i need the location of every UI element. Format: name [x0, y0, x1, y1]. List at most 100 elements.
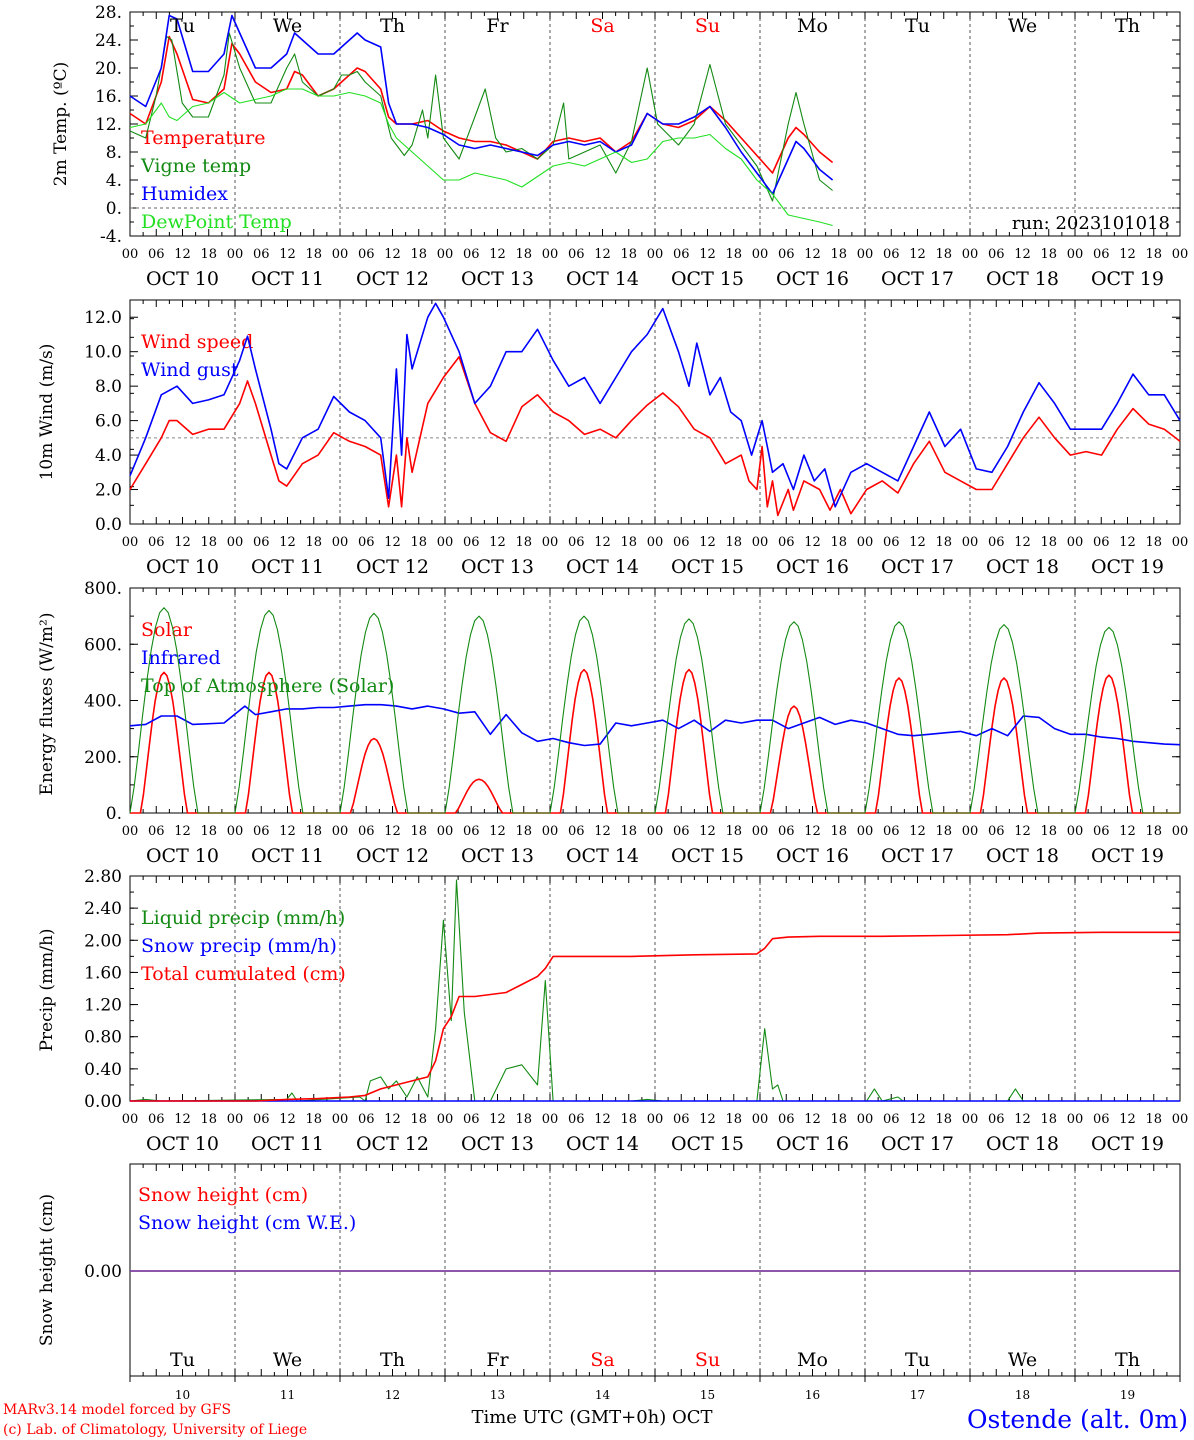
legend-entry: DewPoint Temp — [141, 211, 292, 233]
hour-label: 00 — [647, 535, 664, 550]
hour-label: 12 — [384, 824, 401, 839]
hour-label: 06 — [253, 824, 270, 839]
hour-label: 00 — [1067, 535, 1084, 550]
hour-label: 06 — [253, 1112, 270, 1127]
hour-label: 06 — [568, 535, 585, 550]
hour-label: 18 — [1040, 1112, 1057, 1127]
day-name: Tu — [170, 15, 195, 37]
hour-label: 06 — [1093, 824, 1110, 839]
y-tick-label: 24. — [95, 31, 122, 51]
hour-label: 18 — [410, 1112, 427, 1127]
y-tick-label: 8. — [106, 143, 122, 163]
date-label: OCT 16 — [776, 845, 849, 867]
hour-label: 18 — [830, 824, 847, 839]
y-axis-label: Snow height (cm) — [37, 1194, 57, 1346]
hour-label: 12 — [1119, 1112, 1136, 1127]
hour-label: 18 — [620, 247, 637, 262]
legend-entry: Top of Atmosphere (Solar) — [141, 675, 394, 697]
day-name: Th — [1115, 15, 1140, 37]
hour-label: 18 — [1040, 247, 1057, 262]
hour-label: 12 — [279, 824, 296, 839]
hour-label: 12 — [699, 247, 716, 262]
hour-label: 18 — [200, 247, 217, 262]
y-axis-label: Precip (mm/h) — [37, 928, 57, 1051]
hour-label: 12 — [1014, 535, 1031, 550]
hour-label: 12 — [699, 535, 716, 550]
hour-label: 18 — [935, 1112, 952, 1127]
hour-label: 06 — [778, 247, 795, 262]
hour-label: 06 — [148, 824, 165, 839]
hour-label: 00 — [227, 824, 244, 839]
hour-label: 12 — [594, 1112, 611, 1127]
hour-label: 12 — [174, 824, 191, 839]
hour-label: 18 — [1145, 247, 1162, 262]
hour-label: 06 — [673, 247, 690, 262]
series-line — [129, 607, 1180, 814]
hour-label: 00 — [752, 1112, 769, 1127]
hour-label: 18 — [410, 824, 427, 839]
hour-label: 00 — [857, 535, 874, 550]
hour-label: 12 — [909, 247, 926, 262]
y-axis-label: 10m Wind (m/s) — [37, 344, 57, 481]
hour-label: 00 — [542, 535, 559, 550]
date-label: OCT 12 — [356, 556, 429, 578]
date-label: OCT 14 — [566, 845, 639, 867]
hour-label: 18 — [935, 535, 952, 550]
panels: 28. 24. 20. 16. 12. 8. 4. 0. -4. 2m Temp. (ºC) Tem… — [37, 3, 1188, 1402]
date-label: OCT 13 — [461, 268, 534, 290]
plot-frame — [129, 11, 1181, 237]
y-tick-label: 2.0 — [95, 481, 122, 501]
hour-label: 06 — [883, 535, 900, 550]
run-note: run: 2023101018 — [1012, 213, 1170, 234]
hour-label: 06 — [358, 1112, 375, 1127]
hour-label: 18 — [1145, 535, 1162, 550]
hour-label: 00 — [122, 247, 139, 262]
y-tick-label: 8.0 — [95, 377, 122, 397]
day-number: 14 — [595, 1388, 611, 1402]
hour-label: 18 — [515, 247, 532, 262]
date-label: OCT 19 — [1091, 268, 1164, 290]
y-tick-label: 4.0 — [95, 446, 122, 466]
hour-label: 00 — [647, 1112, 664, 1127]
hour-label: 12 — [489, 824, 506, 839]
date-label: OCT 12 — [356, 268, 429, 290]
hour-label: 18 — [305, 535, 322, 550]
hour-label: 00 — [962, 824, 979, 839]
date-label: OCT 15 — [671, 845, 744, 867]
hour-label: 18 — [725, 1112, 742, 1127]
hour-label: 18 — [725, 535, 742, 550]
hour-label: 00 — [542, 247, 559, 262]
hour-label: 18 — [305, 247, 322, 262]
hour-label: 18 — [1145, 1112, 1162, 1127]
legend-entry: Total cumulated (cm) — [141, 963, 346, 985]
date-label: OCT 13 — [461, 1133, 534, 1155]
day-number: 19 — [1120, 1388, 1135, 1402]
hour-label: 06 — [463, 824, 480, 839]
hour-label: 18 — [725, 247, 742, 262]
day-name: We — [273, 1349, 302, 1371]
date-label: OCT 17 — [881, 268, 954, 290]
date-label: OCT 10 — [146, 556, 219, 578]
day-number: 17 — [910, 1388, 925, 1402]
hour-label: 12 — [279, 535, 296, 550]
y-tick-label: 600. — [84, 635, 122, 655]
date-label: OCT 18 — [986, 268, 1059, 290]
hour-label: 12 — [1119, 824, 1136, 839]
hour-label: 00 — [437, 247, 454, 262]
hour-label: 06 — [988, 1112, 1005, 1127]
hour-label: 06 — [1093, 247, 1110, 262]
series-line — [129, 302, 1181, 508]
y-tick-label: 12.0 — [84, 308, 122, 328]
hour-label: 00 — [857, 1112, 874, 1127]
hour-label: 00 — [962, 247, 979, 262]
date-label: OCT 12 — [356, 845, 429, 867]
hour-label: 06 — [358, 247, 375, 262]
hour-label: 00 — [1172, 247, 1189, 262]
panel-4: 2.80 2.40 2.00 1.60 1.20 0.80 0.40 0.00 Precip (… — [37, 867, 1188, 1155]
hour-label: 12 — [909, 535, 926, 550]
hour-label: 12 — [1014, 247, 1031, 262]
hour-label: 18 — [725, 824, 742, 839]
date-label: OCT 11 — [251, 556, 324, 578]
y-axis-label: 2m Temp. (ºC) — [51, 62, 71, 187]
hour-label: 12 — [909, 824, 926, 839]
